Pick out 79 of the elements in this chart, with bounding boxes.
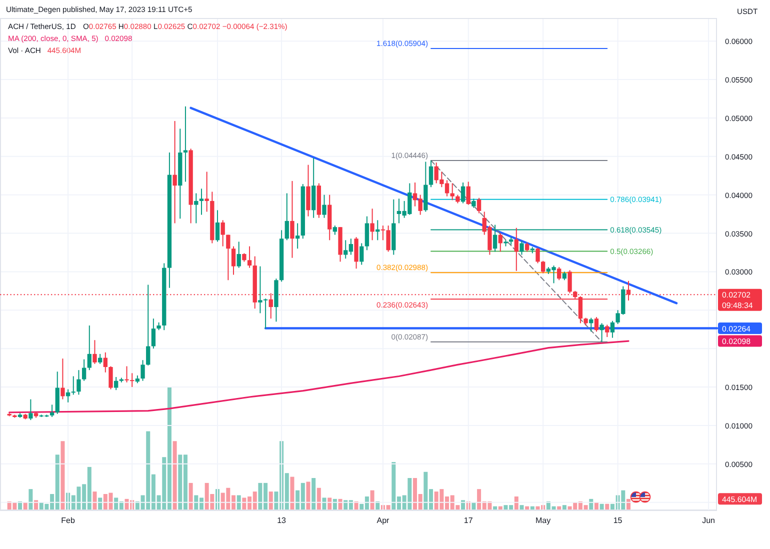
bar bbox=[316, 488, 321, 510]
candlestick bbox=[103, 352, 108, 373]
candlestick bbox=[204, 171, 209, 212]
bar bbox=[370, 490, 374, 510]
candlestick bbox=[82, 358, 86, 382]
candlestick bbox=[220, 220, 225, 247]
x-tick-label: May bbox=[536, 516, 551, 524]
candlestick bbox=[226, 234, 230, 281]
candlestick bbox=[557, 266, 562, 281]
candlestick bbox=[50, 404, 54, 418]
candlestick bbox=[60, 358, 65, 400]
candlestick bbox=[610, 320, 615, 338]
candlestick bbox=[594, 316, 599, 332]
candlestick bbox=[472, 198, 476, 208]
candlestick bbox=[524, 242, 530, 252]
candlestick bbox=[306, 164, 310, 217]
candlestick bbox=[370, 208, 374, 241]
candlestick bbox=[92, 340, 97, 364]
bar bbox=[290, 476, 294, 510]
candlestick bbox=[87, 325, 92, 371]
candlestick bbox=[354, 236, 358, 270]
candlestick bbox=[536, 247, 540, 264]
candlestick bbox=[114, 376, 118, 391]
candlestick bbox=[568, 270, 572, 294]
candlestick bbox=[360, 242, 364, 266]
bar bbox=[188, 482, 193, 510]
candlestick bbox=[172, 120, 177, 224]
candlestick bbox=[215, 210, 220, 242]
x-tick-label: Apr bbox=[376, 516, 390, 524]
candlestick bbox=[332, 225, 338, 236]
candlestick bbox=[295, 222, 300, 250]
candlestick bbox=[466, 181, 470, 206]
bar bbox=[605, 504, 610, 510]
candlestick bbox=[605, 324, 610, 338]
candlestick bbox=[600, 322, 604, 342]
candlestick bbox=[514, 227, 518, 272]
bar bbox=[172, 441, 177, 510]
candlestick bbox=[76, 370, 81, 396]
candlestick bbox=[231, 246, 236, 276]
candlestick bbox=[428, 160, 434, 188]
candlestick bbox=[140, 360, 145, 382]
candlestick bbox=[520, 240, 524, 256]
candlestick bbox=[71, 376, 76, 396]
candlestick bbox=[460, 182, 466, 204]
candlestick bbox=[498, 232, 502, 252]
bar bbox=[562, 505, 566, 510]
x-tick-label: Feb bbox=[61, 516, 76, 524]
candlestick bbox=[541, 260, 546, 274]
x-tick-label: 17 bbox=[464, 516, 474, 524]
candlestick bbox=[194, 192, 198, 224]
candlestick bbox=[450, 182, 454, 201]
candlestick bbox=[108, 366, 113, 390]
bar bbox=[306, 482, 310, 510]
bar bbox=[92, 492, 97, 510]
bar bbox=[312, 478, 316, 510]
candlestick bbox=[199, 188, 204, 216]
line-series bbox=[8, 340, 630, 414]
candlestick bbox=[98, 353, 102, 364]
candlestick bbox=[183, 106, 188, 182]
candlestick bbox=[247, 246, 252, 268]
bar bbox=[600, 504, 604, 510]
candlestick bbox=[236, 241, 241, 268]
bar bbox=[268, 492, 273, 510]
candlestick bbox=[146, 284, 150, 366]
bar bbox=[236, 495, 241, 510]
bar bbox=[520, 505, 524, 510]
candlestick bbox=[290, 180, 294, 258]
bar bbox=[322, 498, 326, 510]
x-tick-label: 15 bbox=[613, 516, 623, 524]
candlestick bbox=[284, 192, 289, 241]
bar bbox=[28, 489, 33, 510]
candlestick bbox=[28, 398, 33, 421]
candlestick bbox=[364, 216, 370, 251]
candlestick bbox=[476, 197, 482, 214]
x-tick-label: Jun bbox=[702, 516, 715, 524]
candlestick bbox=[322, 194, 326, 218]
bar bbox=[60, 441, 65, 510]
x-tick-label: 13 bbox=[277, 516, 287, 524]
candlestick bbox=[151, 318, 156, 350]
